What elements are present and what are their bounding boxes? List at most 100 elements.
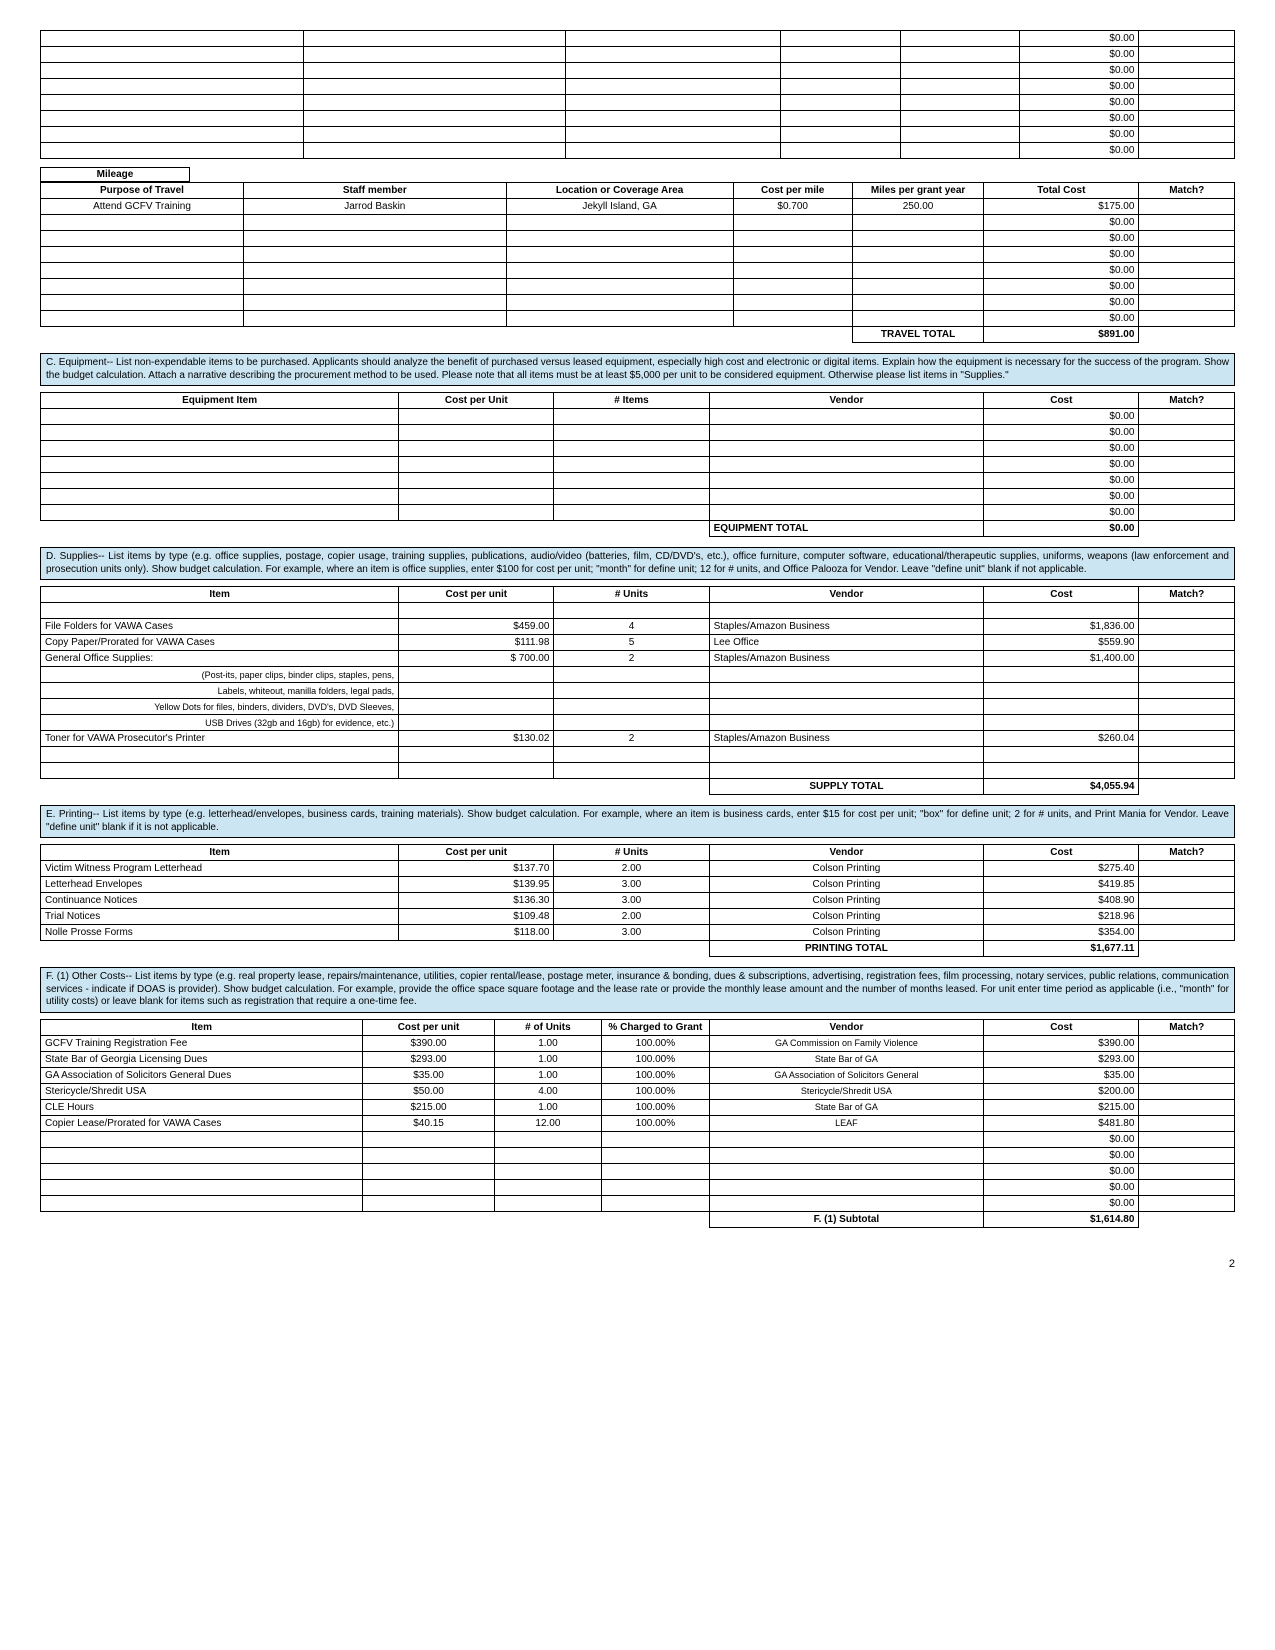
equipment-cell: [41, 425, 399, 441]
top-cell: [41, 63, 304, 79]
printing-cell: Letterhead Envelopes: [41, 877, 399, 893]
other-cell: GA Association of Solicitors General: [709, 1067, 984, 1083]
printing-cell: $118.00: [399, 925, 554, 941]
section-f-header: F. (1) Other Costs-- List items by type …: [40, 967, 1235, 1013]
mileage-h4: Miles per grant year: [852, 183, 983, 199]
other-cell: [494, 1195, 601, 1211]
top-cell: $0.00: [1020, 111, 1139, 127]
top-cell: [566, 111, 781, 127]
supplies-cell: $1,400.00: [984, 651, 1139, 667]
mileage-cell: $0.00: [984, 247, 1139, 263]
top-cell: [303, 143, 566, 159]
printing-cell: 3.00: [554, 925, 709, 941]
equipment-total-value: $0.00: [984, 521, 1139, 537]
other-cell: [494, 1131, 601, 1147]
supplies-cell: [1139, 683, 1235, 699]
mileage-cell: [733, 215, 852, 231]
other-cell: [363, 1131, 494, 1147]
other-cell: [1139, 1051, 1235, 1067]
top-cell: [900, 143, 1019, 159]
top-cell: [900, 111, 1019, 127]
eq-h0: Equipment Item: [41, 393, 399, 409]
printing-cell: $408.90: [984, 893, 1139, 909]
equipment-cell: [554, 425, 709, 441]
mileage-cell: [506, 231, 733, 247]
printing-cell: Colson Printing: [709, 893, 984, 909]
top-cell: [566, 79, 781, 95]
mileage-cell: [506, 279, 733, 295]
top-cell: [1139, 63, 1235, 79]
top-cell: [566, 95, 781, 111]
other-cell: $390.00: [984, 1035, 1139, 1051]
equipment-cell: [709, 425, 984, 441]
section-e-header: E. Printing-- List items by type (e.g. l…: [40, 805, 1235, 838]
other-cell: $481.80: [984, 1115, 1139, 1131]
page-number: 2: [40, 1258, 1235, 1270]
equipment-cell: [554, 457, 709, 473]
mileage-cell: $0.00: [984, 311, 1139, 327]
supplies-cell: [709, 763, 984, 779]
supplies-cell: $559.90: [984, 635, 1139, 651]
other-cell: [602, 1131, 709, 1147]
other-cell: 1.00: [494, 1099, 601, 1115]
supplies-cell: [554, 763, 709, 779]
mileage-cell: [41, 295, 244, 311]
supplies-cell: [984, 763, 1139, 779]
other-cell: [709, 1195, 984, 1211]
sup-h4: Cost: [984, 587, 1139, 603]
supplies-cell: [399, 667, 554, 683]
other-cell: [709, 1163, 984, 1179]
top-cell: [566, 63, 781, 79]
printing-cell: $139.95: [399, 877, 554, 893]
top-cell: [41, 143, 304, 159]
printing-cell: [1139, 909, 1235, 925]
supplies-cell: [554, 715, 709, 731]
mileage-cell: Jekyll Island, GA: [506, 199, 733, 215]
mileage-cell: Attend GCFV Training: [41, 199, 244, 215]
other-cell: $0.00: [984, 1163, 1139, 1179]
top-cell: [1139, 47, 1235, 63]
supplies-table: Item Cost per unit # Units Vendor Cost M…: [40, 586, 1235, 795]
other-cell: [41, 1195, 363, 1211]
printing-cell: Colson Printing: [709, 925, 984, 941]
other-cell: [602, 1163, 709, 1179]
equipment-cell: [399, 409, 554, 425]
mileage-h5: Total Cost: [984, 183, 1139, 199]
other-cell: Stericycle/Shredit USA: [41, 1083, 363, 1099]
mileage-cell: [852, 231, 983, 247]
printing-total-label: PRINTING TOTAL: [709, 941, 984, 957]
other-total-value: $1,614.80: [984, 1211, 1139, 1227]
top-cell: [781, 127, 900, 143]
supplies-cell: Lee Office: [709, 635, 984, 651]
equipment-cell: [709, 473, 984, 489]
mileage-cell: [1139, 295, 1235, 311]
printing-cell: Colson Printing: [709, 909, 984, 925]
top-cell: [900, 127, 1019, 143]
mileage-cell: [243, 295, 506, 311]
other-cell: LEAF: [709, 1115, 984, 1131]
eq-h2: # Items: [554, 393, 709, 409]
ot-h3: % Charged to Grant: [602, 1019, 709, 1035]
top-cell: [1139, 31, 1235, 47]
printing-cell: Nolle Prosse Forms: [41, 925, 399, 941]
top-cell: [41, 31, 304, 47]
mileage-cell: [1139, 311, 1235, 327]
other-cell: 100.00%: [602, 1035, 709, 1051]
mileage-cell: 250.00: [852, 199, 983, 215]
other-cell: $215.00: [363, 1099, 494, 1115]
top-cell: [566, 143, 781, 159]
top-cell: [41, 79, 304, 95]
supplies-cell: Copy Paper/Prorated for VAWA Cases: [41, 635, 399, 651]
equipment-cell: [399, 441, 554, 457]
other-cell: State Bar of GA: [709, 1051, 984, 1067]
supply-total-value: $4,055.94: [984, 779, 1139, 795]
equipment-cell: [1139, 505, 1235, 521]
mileage-cell: [852, 311, 983, 327]
mileage-cell: [852, 215, 983, 231]
supplies-cell: 4: [554, 619, 709, 635]
equipment-cell: [399, 457, 554, 473]
top-table: $0.00$0.00$0.00$0.00$0.00$0.00$0.00$0.00: [40, 30, 1235, 159]
top-cell: [303, 111, 566, 127]
ot-h2: # of Units: [494, 1019, 601, 1035]
other-cell: $40.15: [363, 1115, 494, 1131]
